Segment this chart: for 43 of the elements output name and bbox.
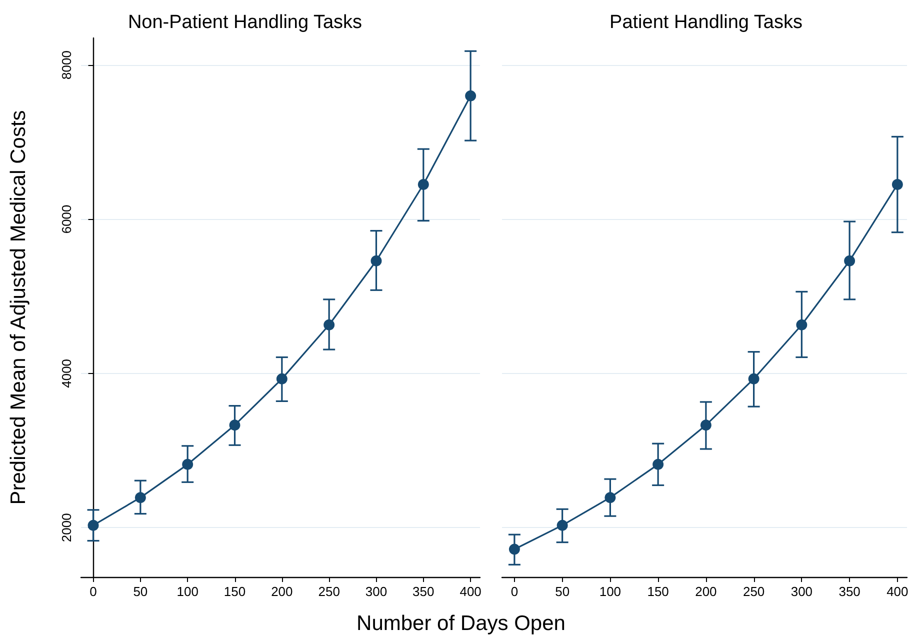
chart-title: Patient Handling Tasks: [610, 12, 802, 33]
y-axis-title: Predicted Mean of Adjusted Medical Costs: [7, 110, 30, 505]
x-tick-label: 300: [365, 584, 388, 599]
point: [604, 492, 616, 504]
point: [88, 520, 99, 531]
chart-title: Non-Patient Handling Tasks: [128, 12, 362, 33]
point: [182, 458, 194, 470]
x-tick-label: 100: [599, 584, 622, 599]
x-tick-label: 0: [90, 584, 97, 599]
x-tick-label: 100: [176, 584, 198, 599]
point: [134, 492, 146, 504]
x-tick-label: 300: [790, 584, 813, 599]
y-tick-label: 4000: [59, 358, 74, 388]
x-tick-label: 150: [647, 584, 669, 599]
y-tick-label: 6000: [59, 204, 74, 234]
point: [324, 319, 335, 330]
x-tick-label: 400: [460, 584, 482, 599]
x-tick-label: 150: [224, 584, 246, 599]
point: [844, 255, 856, 266]
x-tick-label: 0: [510, 584, 518, 599]
point: [370, 255, 382, 266]
point: [892, 179, 903, 190]
x-tick-label: 400: [886, 584, 908, 599]
x-tick-label: 50: [555, 584, 570, 599]
point: [652, 458, 664, 470]
point: [748, 373, 760, 384]
point: [700, 420, 712, 431]
y-tick-label: 2000: [59, 513, 74, 542]
y-tick-label: 8000: [59, 50, 74, 80]
x-tick-label: 250: [742, 584, 765, 599]
point: [465, 90, 476, 102]
x-tick-label: 350: [412, 584, 434, 599]
point: [276, 373, 288, 384]
x-tick-label: 350: [838, 584, 860, 599]
x-axis-title: Number of Days Open: [356, 612, 566, 636]
point: [556, 520, 568, 531]
point: [229, 420, 240, 431]
x-tick-label: 200: [695, 584, 717, 599]
point: [796, 319, 808, 330]
x-tick-label: 250: [318, 584, 340, 599]
point: [418, 179, 429, 190]
x-tick-label: 50: [133, 584, 148, 599]
x-tick-label: 200: [271, 584, 293, 599]
